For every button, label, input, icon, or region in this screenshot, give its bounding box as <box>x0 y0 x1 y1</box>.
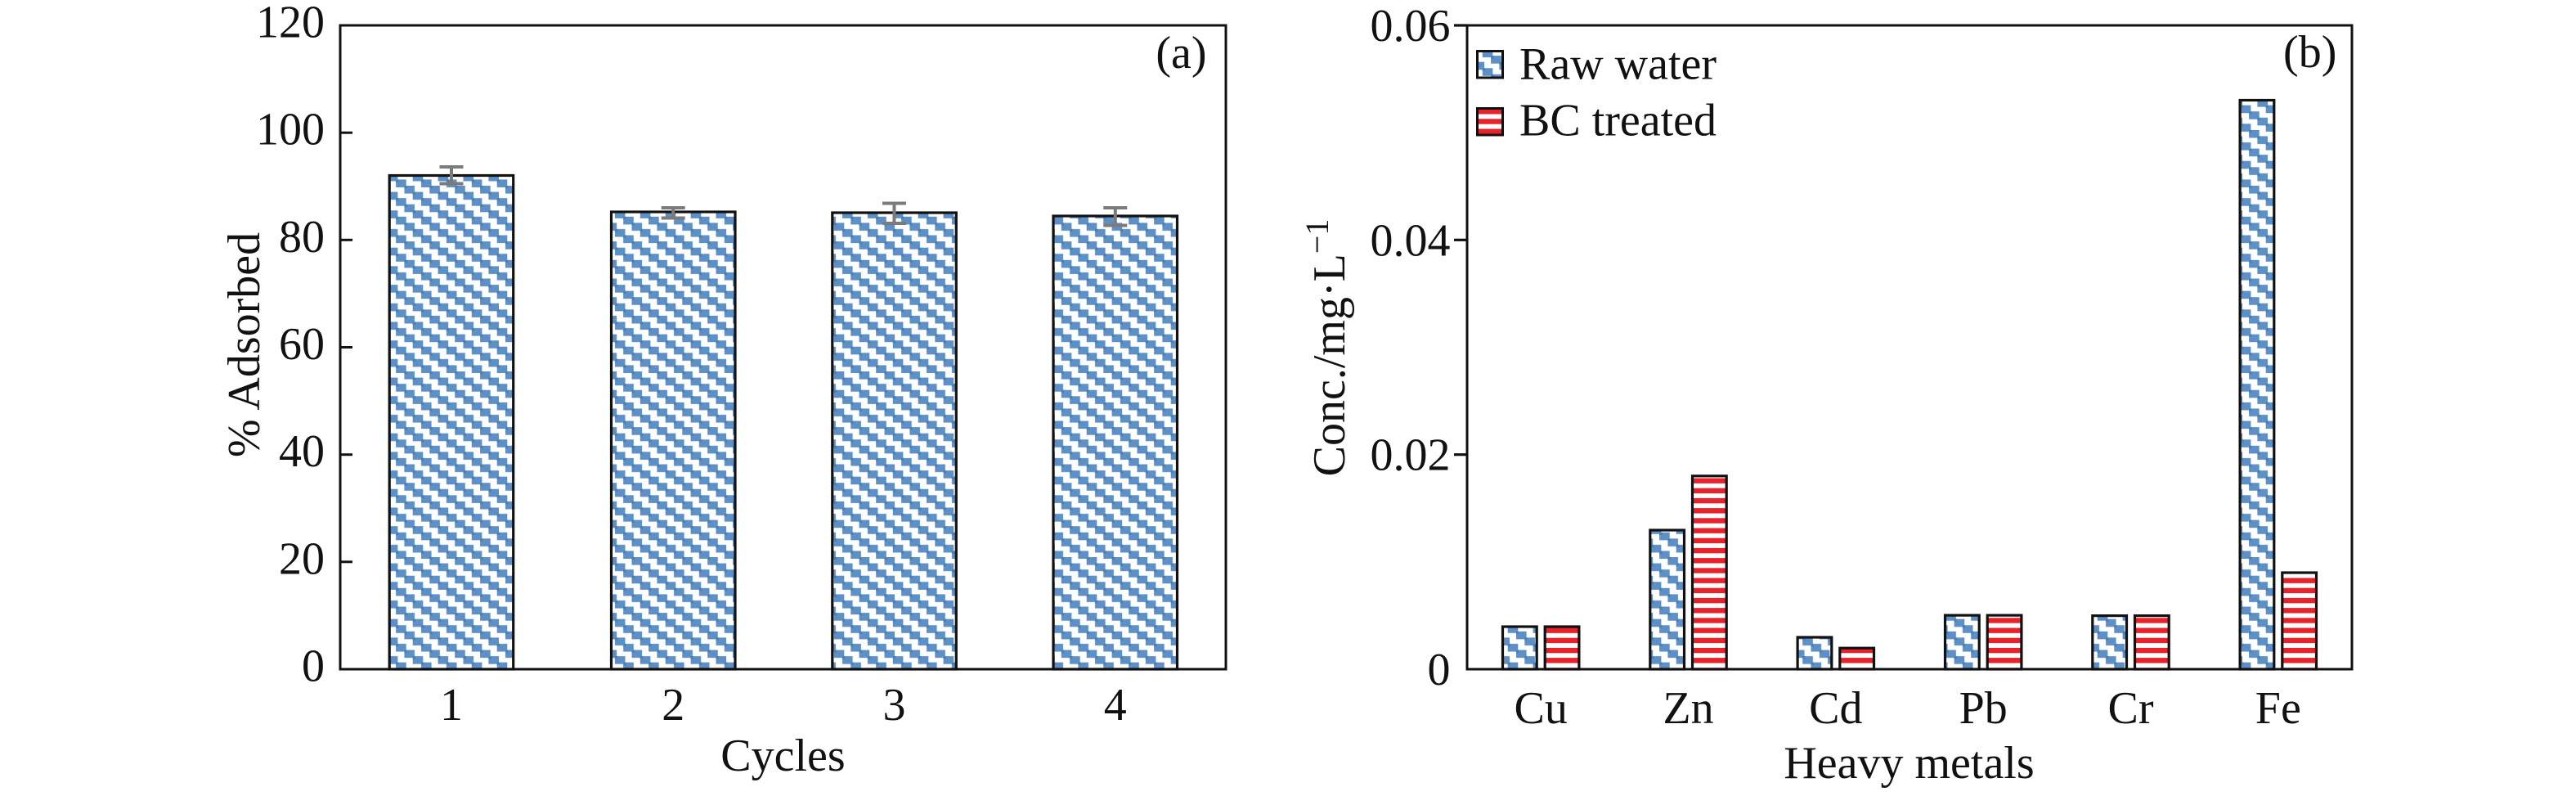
svg-text:(b): (b) <box>2283 27 2336 78</box>
svg-text:0: 0 <box>1428 645 1451 695</box>
svg-text:100: 100 <box>256 105 325 155</box>
svg-text:4: 4 <box>1104 680 1127 731</box>
svg-text:3: 3 <box>883 680 906 731</box>
svg-text:Raw water: Raw water <box>1519 39 1717 90</box>
svg-text:0.02: 0.02 <box>1371 430 1451 481</box>
svg-text:0.06: 0.06 <box>1371 1 1451 52</box>
svg-text:40: 40 <box>279 426 325 477</box>
svg-text:Zn: Zn <box>1663 683 1713 734</box>
svg-text:Cu: Cu <box>1515 683 1568 734</box>
svg-text:0.04: 0.04 <box>1371 215 1451 266</box>
svg-text:BC treated: BC treated <box>1519 96 1717 146</box>
svg-text:Pb: Pb <box>1959 683 2008 734</box>
svg-text:80: 80 <box>279 212 325 263</box>
svg-text:60: 60 <box>279 319 325 370</box>
svg-text:Cycles: Cycles <box>720 731 845 781</box>
svg-text:1: 1 <box>440 680 463 731</box>
svg-text:% Adsorbed: % Adsorbed <box>219 232 270 457</box>
svg-text:0: 0 <box>302 641 325 692</box>
svg-text:Cr: Cr <box>2108 683 2154 734</box>
svg-text:Conc./mg·L−1: Conc./mg·L−1 <box>1299 219 1355 477</box>
svg-text:120: 120 <box>256 0 325 48</box>
svg-text:Cd: Cd <box>1809 683 1862 734</box>
svg-text:(a): (a) <box>1156 28 1206 79</box>
svg-text:Fe: Fe <box>2255 683 2301 734</box>
svg-text:2: 2 <box>662 680 684 731</box>
svg-text:20: 20 <box>279 533 325 584</box>
svg-text:Heavy metals: Heavy metals <box>1784 738 2034 789</box>
